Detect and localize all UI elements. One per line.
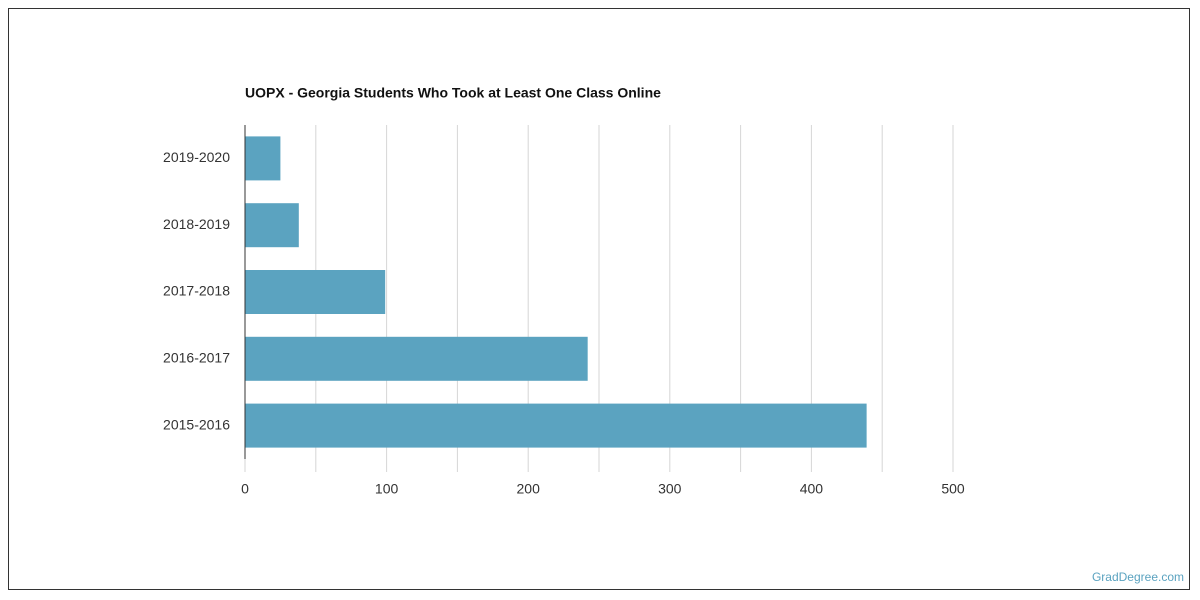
y-tick-label: 2017-2018	[163, 283, 230, 299]
y-tick-label: 2015-2016	[163, 416, 230, 432]
bar	[245, 403, 867, 448]
chart-title: UOPX - Georgia Students Who Took at Leas…	[245, 85, 661, 101]
y-tick-label: 2019-2020	[163, 149, 230, 165]
y-tick-label: 2016-2017	[163, 350, 230, 366]
x-tick-label: 400	[800, 481, 824, 497]
bar	[245, 270, 386, 314]
x-tick-label: 200	[517, 481, 541, 497]
x-tick-label: 300	[658, 481, 682, 497]
x-tick-label: 500	[941, 481, 965, 497]
bar	[245, 136, 281, 181]
source-link[interactable]: GradDegree.com	[1092, 570, 1184, 584]
x-tick-label: 0	[241, 481, 249, 497]
bar	[245, 203, 299, 248]
bar	[245, 336, 588, 381]
x-tick-label: 100	[375, 481, 399, 497]
y-tick-label: 2018-2019	[163, 216, 230, 232]
